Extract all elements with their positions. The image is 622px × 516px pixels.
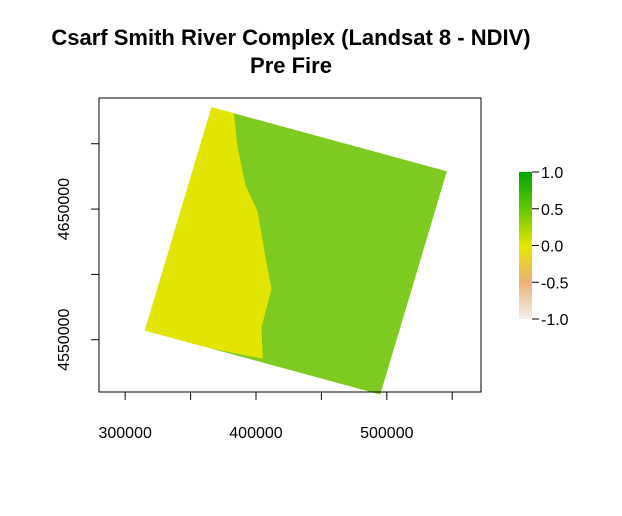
x-axis: 300000 400000 500000 — [98, 392, 453, 442]
legend: 1.0 0.5 0.0 -0.5 -1.0 — [519, 165, 569, 329]
x-tick-label: 400000 — [229, 425, 282, 442]
x-tick-label: 300000 — [98, 425, 151, 442]
chart-title-line2: Pre Fire — [250, 53, 332, 78]
y-tick-label: 4550000 — [56, 308, 73, 370]
legend-label: 0.0 — [541, 239, 563, 256]
ocean-region — [144, 107, 272, 359]
y-axis: 4550000 4650000 — [56, 143, 99, 371]
y-tick-label: 4650000 — [56, 178, 73, 240]
ndvi-raster — [144, 107, 448, 395]
legend-label: -0.5 — [541, 275, 569, 292]
chart-title-line1: Csarf Smith River Complex (Landsat 8 - N… — [51, 25, 531, 50]
legend-colorbar — [519, 172, 532, 319]
x-tick-label: 500000 — [360, 425, 413, 442]
legend-label: 0.5 — [541, 202, 563, 219]
plot-frame — [98, 97, 482, 393]
legend-label: -1.0 — [541, 312, 569, 329]
legend-label: 1.0 — [541, 165, 563, 182]
